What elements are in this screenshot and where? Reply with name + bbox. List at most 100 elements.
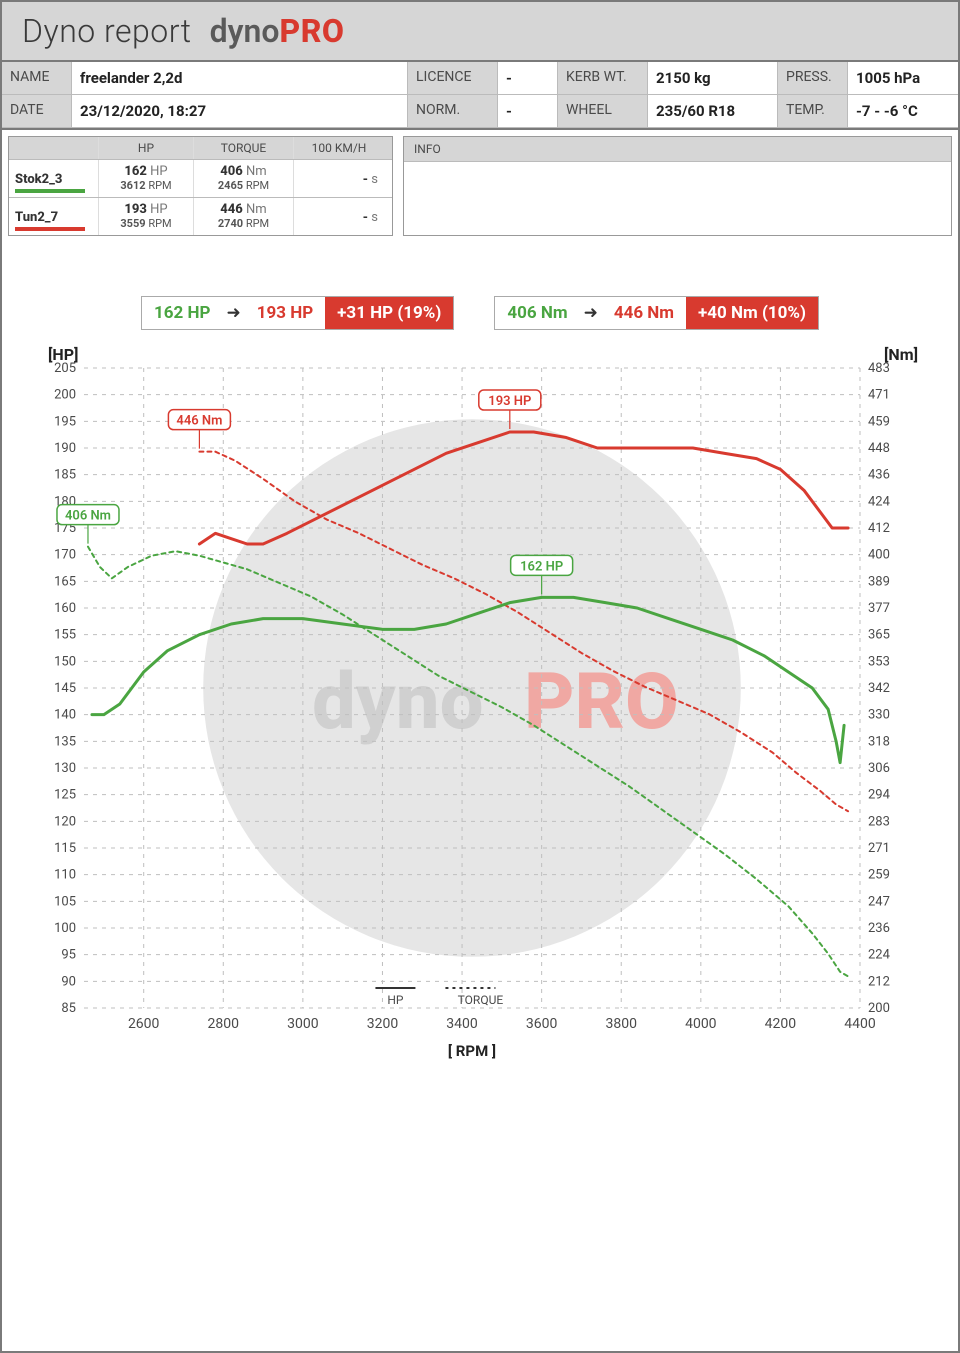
svg-text:4000: 4000 [685,1016,717,1032]
svg-text:120: 120 [54,814,76,829]
svg-text:[Nm]: [Nm] [884,345,918,364]
svg-text:471: 471 [868,388,890,403]
tq-to: 446 Nm [602,297,686,329]
label-norm: NORM. [408,95,498,128]
info-header: INFO [404,137,951,162]
run-name-cell: Tun2_7 [9,198,99,235]
value-licence: - [498,62,558,95]
svg-text:365: 365 [868,628,890,643]
chart-svg: dynoPRO852009021295224100236105247110259… [22,338,922,1078]
hp-from: 162 HP [142,297,222,329]
svg-text:[ RPM ]: [ RPM ] [448,1042,496,1060]
col-tq: TORQUE [194,137,294,159]
run-tq-cell: 406 Nm2465 RPM [194,160,294,197]
value-kerb: 2150 kg [648,62,778,95]
svg-text:200: 200 [868,1001,890,1016]
svg-text:236: 236 [868,921,890,936]
svg-text:95: 95 [61,948,76,963]
svg-text:212: 212 [868,974,890,989]
svg-text:dyno: dyno [312,657,484,748]
label-licence: LICENCE [408,62,498,95]
run-100-cell: - s [294,160,392,197]
svg-text:406 Nm: 406 Nm [65,509,111,524]
svg-text:353: 353 [868,654,890,669]
svg-text:195: 195 [54,414,76,429]
svg-text:283: 283 [868,814,890,829]
value-date: 23/12/2020, 18:27 [72,95,408,128]
tq-compare-badge: 406 Nm ➜ 446 Nm +40 Nm (10%) [494,296,819,330]
tq-delta: +40 Nm (10%) [686,297,818,329]
svg-text:115: 115 [54,841,76,856]
label-press: PRESS. [778,62,848,95]
svg-text:318: 318 [868,734,890,749]
svg-text:3000: 3000 [287,1016,319,1032]
svg-text:100: 100 [54,921,76,936]
svg-text:2800: 2800 [208,1016,240,1032]
svg-text:4200: 4200 [765,1016,797,1032]
value-name: freelander 2,2d [72,62,408,95]
hp-to: 193 HP [245,297,325,329]
report-title: Dyno report [22,12,192,50]
svg-text:150: 150 [54,654,76,669]
svg-text:3800: 3800 [605,1016,637,1032]
svg-text:200: 200 [54,388,76,403]
value-norm: - [498,95,558,128]
svg-text:294: 294 [868,788,891,803]
svg-text:125: 125 [54,788,76,803]
label-name: NAME [2,62,72,95]
title-bar: Dyno report dynoPRO [2,2,958,62]
svg-text:412: 412 [868,521,890,536]
svg-text:377: 377 [868,601,890,616]
arrow-icon: ➜ [580,297,602,329]
svg-text:165: 165 [54,574,76,589]
svg-text:400: 400 [868,548,890,563]
svg-text:330: 330 [868,708,890,723]
svg-text:446 Nm: 446 Nm [176,414,222,429]
svg-text:389: 389 [868,574,890,589]
svg-text:TORQUE: TORQUE [458,993,504,1007]
svg-text:140: 140 [54,708,76,723]
svg-text:170: 170 [54,548,76,563]
svg-text:459: 459 [868,414,890,429]
svg-text:247: 247 [868,894,890,909]
svg-text:85: 85 [61,1001,76,1016]
label-date: DATE [2,95,72,128]
run-hp-cell: 162 HP3612 RPM [99,160,194,197]
svg-text:90: 90 [61,974,76,989]
value-temp: -7 - -6 °C [848,95,958,128]
svg-text:224: 224 [868,948,891,963]
compare-badges: 162 HP ➜ 193 HP +31 HP (19%) 406 Nm ➜ 44… [2,296,958,330]
svg-text:190: 190 [54,441,76,456]
svg-text:185: 185 [54,468,76,483]
svg-text:145: 145 [54,681,76,696]
svg-text:105: 105 [54,894,76,909]
svg-text:342: 342 [868,681,890,696]
svg-text:2600: 2600 [128,1016,160,1032]
svg-text:3400: 3400 [446,1016,478,1032]
svg-text:3600: 3600 [526,1016,558,1032]
svg-text:110: 110 [54,868,76,883]
svg-text:436: 436 [868,468,890,483]
svg-text:130: 130 [54,761,76,776]
hp-delta: +31 HP (19%) [325,297,453,329]
run-name-cell: Stok2_3 [9,160,99,197]
runs-section: HP TORQUE 100 KM/H Stok2_3162 HP3612 RPM… [2,130,958,236]
label-wheel: WHEEL [558,95,648,128]
dyno-chart: dynoPRO852009021295224100236105247110259… [22,338,938,1082]
runs-table: HP TORQUE 100 KM/H Stok2_3162 HP3612 RPM… [8,136,393,236]
brand-logo: dynoPRO [210,12,345,50]
run-100-cell: - s [294,198,392,235]
col-100: 100 KM/H [294,137,392,159]
svg-text:162 HP: 162 HP [520,559,563,574]
svg-text:4400: 4400 [844,1016,876,1032]
value-press: 1005 hPa [848,62,958,95]
svg-text:448: 448 [868,441,890,456]
arrow-icon: ➜ [222,297,244,329]
label-temp: TEMP. [778,95,848,128]
svg-text:3200: 3200 [367,1016,399,1032]
svg-text:306: 306 [868,761,890,776]
label-kerb: KERB WT. [558,62,648,95]
svg-text:259: 259 [868,868,890,883]
svg-text:193 HP: 193 HP [488,394,531,409]
svg-text:HP: HP [387,993,404,1007]
